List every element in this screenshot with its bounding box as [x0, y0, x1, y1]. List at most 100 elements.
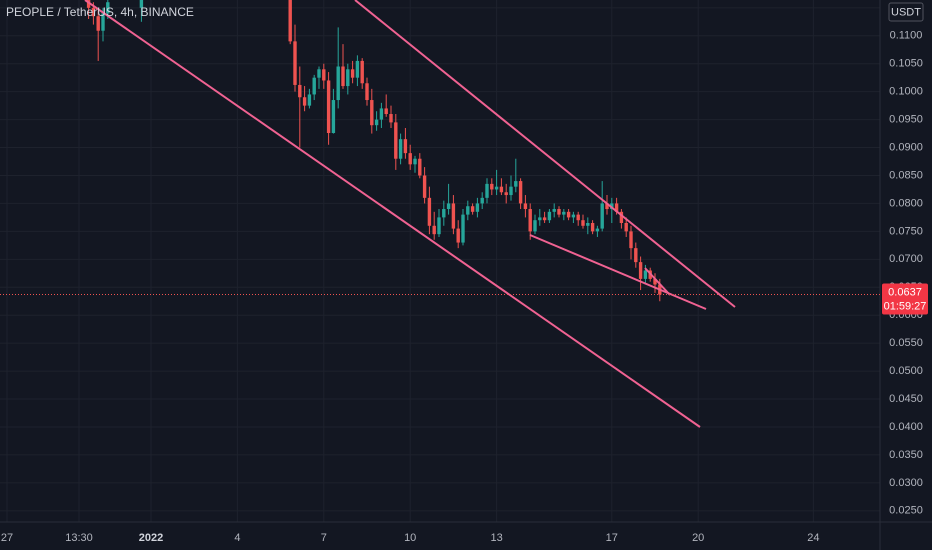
y-tick-label: 0.0950: [889, 114, 923, 126]
candle-body: [470, 206, 475, 212]
candle-body: [403, 139, 408, 154]
y-tick-label: 0.0550: [889, 337, 923, 349]
candle-body: [389, 114, 393, 123]
candle-body: [528, 209, 532, 232]
countdown: 01:59:27: [884, 300, 927, 312]
x-tick-label: 17: [606, 532, 618, 544]
candle-body: [374, 119, 379, 126]
chart-title: PEOPLE / TetherUS, 4h, BINANCE: [6, 5, 194, 19]
y-tick-label: 0.0450: [889, 393, 923, 405]
last-price-label: 0.0637: [888, 286, 922, 298]
y-tick-label: 0.0700: [889, 253, 923, 265]
candle-body: [523, 203, 528, 210]
candle-body: [562, 211, 566, 215]
candle-body: [422, 175, 427, 198]
candle-body: [638, 262, 643, 279]
y-tick-label: 0.0800: [889, 197, 923, 209]
candle-body: [581, 220, 585, 226]
x-tick-label: 4: [234, 532, 240, 544]
y-tick-label: 0.1050: [889, 58, 923, 70]
candle-body: [542, 217, 547, 221]
candle-body: [504, 192, 508, 196]
candle-body: [557, 209, 561, 215]
trendlines: [84, 0, 736, 428]
trendline[interactable]: [354, 0, 736, 308]
candle-body: [360, 60, 364, 84]
candle-body: [480, 197, 484, 204]
candle-body: [394, 122, 398, 159]
candle-body: [341, 66, 345, 87]
candle-body: [490, 183, 494, 190]
candle-body: [547, 211, 552, 221]
grid: [0, 0, 880, 522]
y-tick-label: 0.0500: [889, 365, 923, 377]
candle-body: [302, 97, 307, 106]
x-tick-label: 2022: [139, 532, 163, 544]
x-tick-label: 10: [404, 532, 416, 544]
y-tick-label: 0.1000: [889, 86, 923, 98]
candle-body: [96, 16, 100, 31]
y-tick-label: 0.1100: [890, 30, 923, 42]
candle-body: [379, 108, 384, 120]
candle-body: [446, 203, 451, 210]
candle-body: [384, 108, 388, 115]
candle-body: [466, 206, 470, 215]
candle-body: [139, 0, 144, 8]
candle-body: [106, 2, 110, 14]
candle-body: [350, 69, 355, 78]
y-tick-label: 0.0850: [889, 169, 923, 181]
candle-body: [619, 211, 624, 223]
candle-body: [288, 0, 292, 42]
candle-body: [538, 217, 542, 221]
x-tick-label: 13: [490, 532, 502, 544]
candle-body: [451, 203, 456, 229]
candle-body: [346, 69, 350, 87]
candle-body: [605, 203, 609, 210]
x-tick-label: 20: [692, 532, 704, 544]
candle-body: [418, 158, 422, 176]
candle-body: [499, 186, 504, 193]
currency-box[interactable]: [888, 2, 924, 22]
candle-body: [552, 209, 556, 212]
candle-body: [365, 83, 369, 101]
candle-body: [624, 222, 628, 232]
candle-body: [475, 203, 480, 212]
candle-body: [101, 13, 105, 31]
candle-body: [442, 209, 446, 218]
candle-body: [293, 41, 297, 85]
y-tick-label: 0.0300: [889, 477, 923, 489]
candle-body: [614, 203, 619, 212]
candle-body: [566, 211, 571, 218]
candle-body: [518, 181, 523, 204]
last-price-box: [882, 283, 928, 315]
currency[interactable]: USDT: [891, 6, 921, 18]
axes: 0.0250 0.0300 0.0350 0.0400 0.0450 0.0500 0.05…: [1, 2, 923, 544]
candle-body: [586, 222, 590, 226]
trendline[interactable]: [529, 234, 707, 310]
candle-body: [590, 222, 595, 232]
candle-body: [514, 181, 518, 187]
candle-body: [456, 228, 460, 243]
candle-body: [653, 278, 657, 285]
candle-body: [600, 203, 604, 229]
candle-body: [432, 225, 436, 235]
candle-body: [494, 186, 499, 190]
candle-body: [336, 66, 340, 101]
trendline[interactable]: [644, 267, 671, 296]
x-tick-label: 27: [1, 532, 13, 544]
candle-body: [533, 220, 537, 232]
y-tick-label: 0.0900: [889, 141, 923, 153]
candle-body: [643, 270, 648, 279]
candle-body: [322, 69, 326, 81]
y-tick-label: 0.0350: [889, 449, 923, 461]
candle-body: [509, 186, 513, 196]
candle-body: [398, 139, 403, 159]
candle-body: [326, 80, 331, 134]
candle-body: [629, 231, 633, 249]
trendline[interactable]: [84, 0, 701, 428]
candle-body: [427, 197, 432, 226]
candle-body: [595, 228, 600, 232]
x-tick-label: 7: [321, 532, 327, 544]
candle-body: [413, 158, 417, 165]
